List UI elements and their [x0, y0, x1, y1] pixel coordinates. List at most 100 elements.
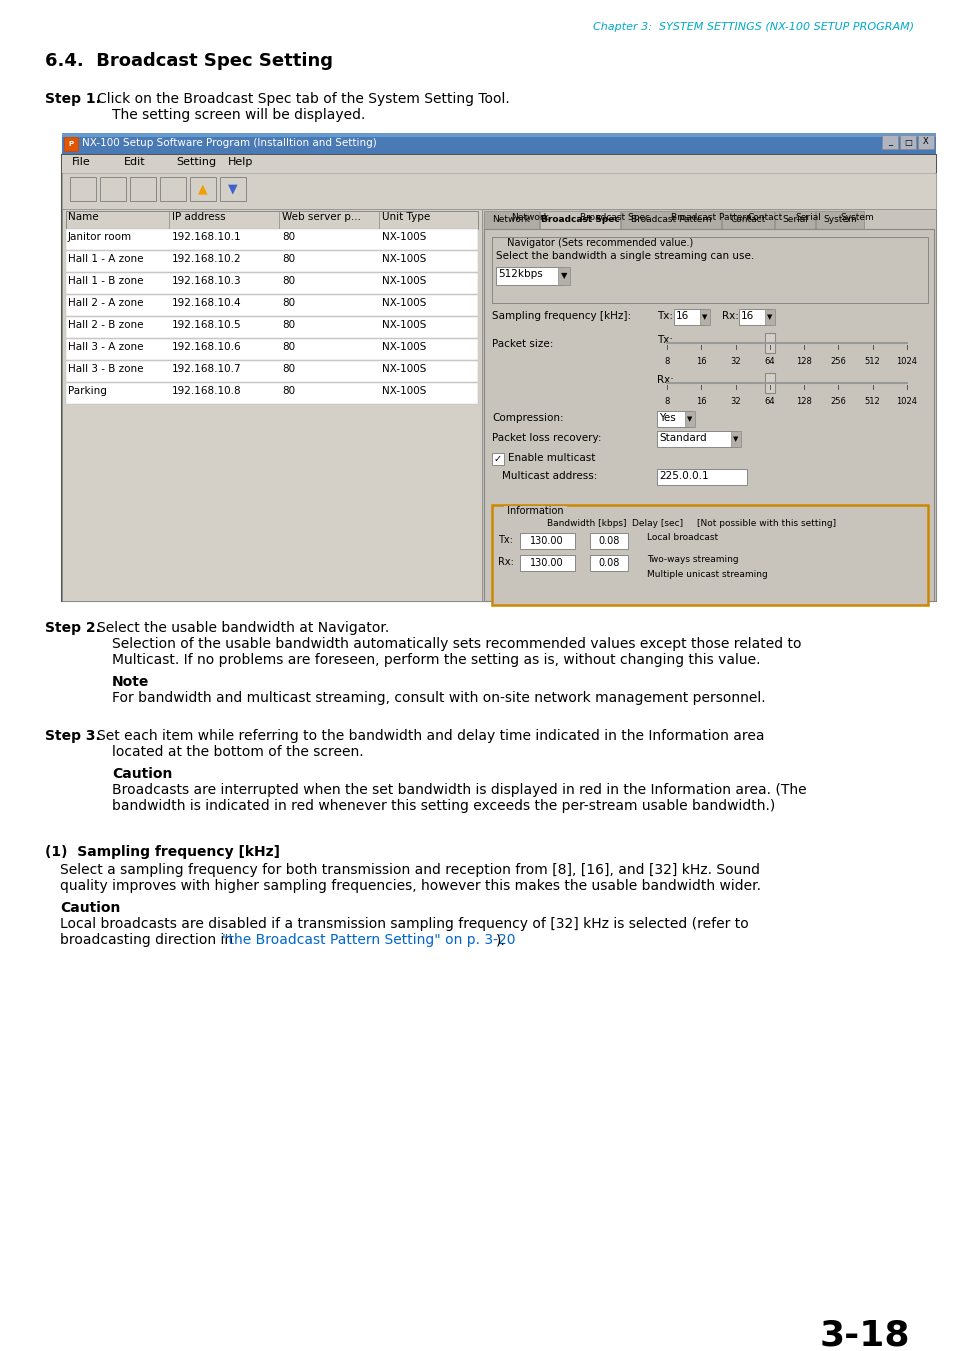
Bar — [721, 211, 773, 230]
Text: Yes: Yes — [659, 413, 675, 423]
Bar — [764, 332, 774, 353]
Text: 8: 8 — [663, 397, 669, 407]
Text: System: System — [822, 216, 856, 224]
Text: 64: 64 — [763, 397, 775, 407]
Text: Set each item while referring to the bandwidth and delay time indicated in the I: Set each item while referring to the ban… — [97, 730, 763, 743]
Bar — [620, 211, 720, 230]
Text: 8: 8 — [663, 357, 669, 366]
Bar — [764, 373, 774, 393]
Text: Select a sampling frequency for both transmission and reception from [8], [16], : Select a sampling frequency for both tra… — [60, 863, 760, 877]
Text: Selection of the usable bandwidth automatically sets recommended values except t: Selection of the usable bandwidth automa… — [112, 638, 801, 651]
Bar — [882, 135, 897, 149]
Text: 80: 80 — [282, 254, 294, 263]
Text: 512kbps: 512kbps — [497, 269, 542, 280]
Text: NX-100S: NX-100S — [381, 320, 426, 330]
Bar — [899, 135, 915, 149]
Text: ✓: ✓ — [494, 454, 501, 463]
Bar — [492, 453, 503, 465]
Bar — [657, 469, 746, 485]
Bar — [539, 211, 619, 230]
Text: 64: 64 — [763, 357, 775, 366]
Text: Chapter 3:  SYSTEM SETTINGS (NX-100 SETUP PROGRAM): Chapter 3: SYSTEM SETTINGS (NX-100 SETUP… — [592, 22, 913, 32]
Bar — [66, 251, 477, 272]
Text: Step 3.: Step 3. — [45, 730, 101, 743]
Text: The setting screen will be displayed.: The setting screen will be displayed. — [112, 108, 365, 122]
Text: "the Broadcast Pattern Setting" on p. 3-20: "the Broadcast Pattern Setting" on p. 3-… — [222, 934, 515, 947]
Text: Name: Name — [68, 212, 98, 222]
Bar — [62, 155, 935, 173]
Text: Hall 2 - B zone: Hall 2 - B zone — [68, 320, 143, 330]
Text: Network: Network — [492, 216, 530, 224]
Text: ).: ). — [496, 934, 505, 947]
Text: NX-100S: NX-100S — [381, 276, 426, 286]
Text: 192.168.10.7: 192.168.10.7 — [172, 363, 241, 374]
Text: Hall 3 - B zone: Hall 3 - B zone — [68, 363, 143, 374]
Text: NX-100S: NX-100S — [381, 363, 426, 374]
Text: NX-100S: NX-100S — [381, 299, 426, 308]
Bar — [66, 339, 477, 359]
Text: Standard: Standard — [659, 434, 706, 443]
Text: 225.0.0.1: 225.0.0.1 — [659, 471, 708, 481]
Text: Caution: Caution — [60, 901, 120, 915]
Text: (1)  Sampling frequency [kHz]: (1) Sampling frequency [kHz] — [45, 844, 280, 859]
Bar — [492, 236, 927, 303]
Bar — [700, 309, 709, 326]
Text: bandwidth is indicated in red whenever this setting exceeds the per-stream usabl: bandwidth is indicated in red whenever t… — [112, 798, 775, 813]
Bar — [190, 177, 215, 201]
Bar — [66, 295, 477, 316]
Text: 192.168.10.1: 192.168.10.1 — [172, 232, 241, 242]
Text: Delay [sec]: Delay [sec] — [631, 519, 682, 528]
Bar — [815, 211, 863, 230]
Bar — [496, 267, 563, 285]
Bar — [70, 177, 96, 201]
Text: Click on the Broadcast Spec tab of the System Setting Tool.: Click on the Broadcast Spec tab of the S… — [97, 92, 509, 105]
Bar — [66, 211, 477, 230]
Text: 130.00: 130.00 — [530, 536, 563, 546]
Bar — [66, 382, 477, 404]
Text: 1024: 1024 — [896, 397, 917, 407]
Text: 128: 128 — [796, 357, 811, 366]
Text: Multiple unicast streaming: Multiple unicast streaming — [646, 570, 767, 580]
Bar — [673, 309, 705, 326]
Text: 32: 32 — [729, 357, 740, 366]
Text: 6.4.  Broadcast Spec Setting: 6.4. Broadcast Spec Setting — [45, 51, 333, 70]
Text: File: File — [71, 157, 91, 168]
Text: Broadcasts are interrupted when the set bandwidth is displayed in red in the Inf: Broadcasts are interrupted when the set … — [112, 784, 806, 797]
Text: Navigator (Sets recommended value.): Navigator (Sets recommended value.) — [503, 238, 696, 249]
Text: NX-100S: NX-100S — [381, 342, 426, 353]
Text: Local broadcasts are disabled if a transmission sampling frequency of [32] kHz i: Local broadcasts are disabled if a trans… — [60, 917, 748, 931]
Text: 16: 16 — [696, 397, 706, 407]
Text: Hall 2 - A zone: Hall 2 - A zone — [68, 299, 143, 308]
Text: Contact: Contact — [730, 216, 765, 224]
Text: Select the bandwidth a single streaming can use.: Select the bandwidth a single streaming … — [496, 251, 754, 261]
Text: Hall 1 - A zone: Hall 1 - A zone — [68, 254, 143, 263]
Text: Multicast address:: Multicast address: — [501, 471, 597, 481]
Bar — [100, 177, 126, 201]
Bar — [160, 177, 186, 201]
Bar — [739, 309, 770, 326]
Bar — [684, 411, 695, 427]
Text: 512: 512 — [864, 397, 880, 407]
Text: 16: 16 — [676, 311, 688, 322]
Text: 512: 512 — [864, 357, 880, 366]
Text: ▼: ▼ — [686, 416, 692, 422]
Text: ▼: ▼ — [560, 272, 567, 281]
Bar — [483, 230, 933, 601]
Text: quality improves with higher sampling frequencies, however this makes the usable: quality improves with higher sampling fr… — [60, 880, 760, 893]
Text: Parking: Parking — [68, 386, 107, 396]
Text: 0.08: 0.08 — [598, 536, 619, 546]
Bar — [492, 505, 927, 605]
Bar — [66, 273, 477, 295]
Text: Information: Information — [503, 507, 566, 516]
Text: X: X — [923, 138, 928, 146]
Text: Step 1.: Step 1. — [45, 92, 101, 105]
Text: 0.08: 0.08 — [598, 558, 619, 567]
Text: broadcasting direction in: broadcasting direction in — [60, 934, 237, 947]
Text: 256: 256 — [830, 397, 845, 407]
Text: Rx:: Rx: — [721, 311, 739, 322]
Bar — [481, 209, 935, 601]
Text: ▼: ▼ — [766, 313, 772, 320]
Text: 192.168.10.2: 192.168.10.2 — [172, 254, 241, 263]
Text: Step 2.: Step 2. — [45, 621, 101, 635]
Text: NX-100S: NX-100S — [381, 254, 426, 263]
